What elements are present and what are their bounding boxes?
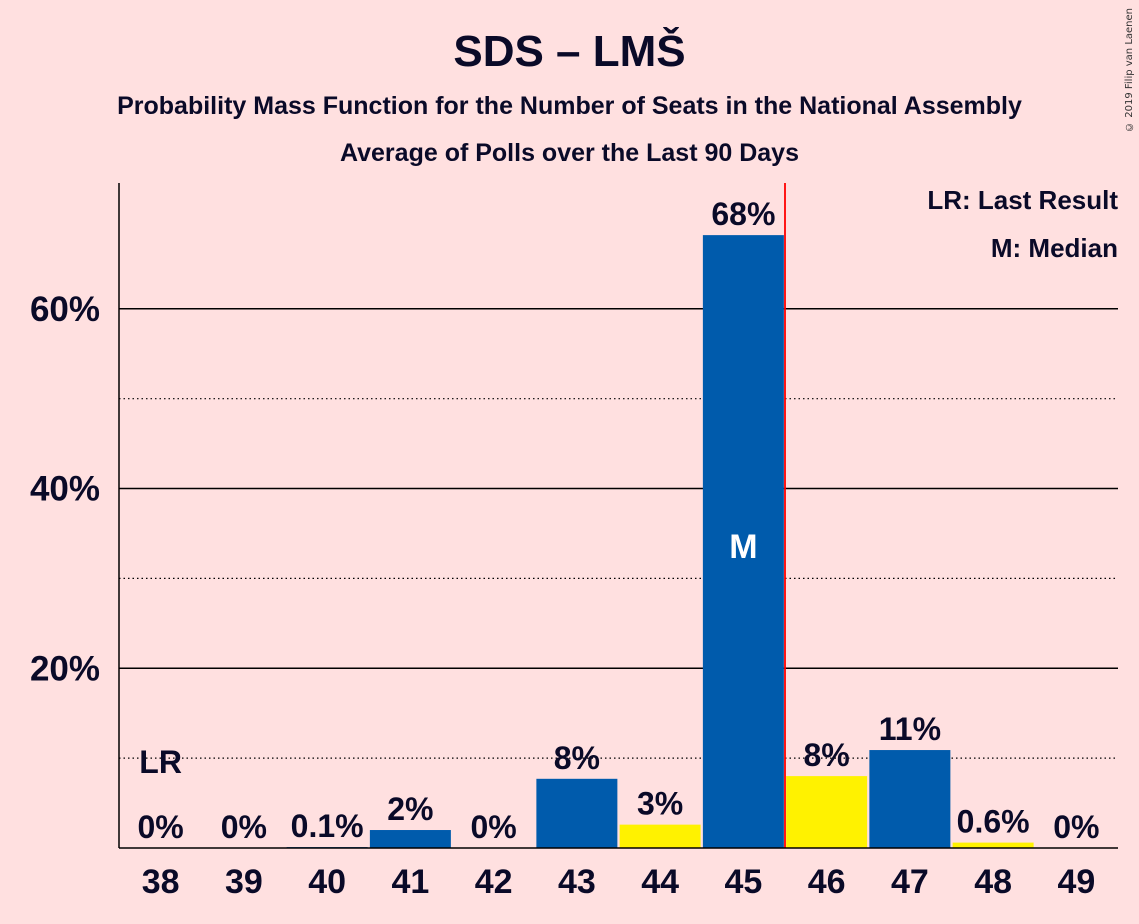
value-label-45: 68% [711,196,775,232]
x-tick-label: 49 [1057,863,1095,901]
x-tick-label: 40 [308,863,346,901]
bar-48 [952,842,1034,848]
last-result-marker: LR [139,744,182,780]
x-tick-label: 38 [142,863,180,901]
value-label-40: 0.1% [291,808,364,844]
bar-46 [786,776,868,848]
bar-43 [536,778,618,848]
value-label-46: 8% [804,737,850,773]
x-tick-label: 39 [225,863,263,901]
y-tick-label: 60% [30,290,100,329]
copyright-notice: © 2019 Filip van Laenen [1124,8,1135,132]
legend-last-result: LR: Last Result [927,185,1118,215]
value-label-43: 8% [554,740,600,776]
bars [286,235,1034,848]
y-tick-label: 40% [30,470,100,509]
y-tick-label: 20% [30,649,100,688]
value-label-42: 0% [471,809,517,845]
median-marker: M [729,528,757,566]
annotations: M LR [139,183,786,848]
value-label-49: 0% [1053,809,1099,845]
chart-subtitle-2: Average of Polls over the Last 90 Days [340,139,799,167]
value-label-44: 3% [637,786,683,822]
bar-41 [369,830,451,848]
x-tick-label: 45 [724,863,762,901]
value-label-39: 0% [221,809,267,845]
x-tick-labels: 38 39 40 41 42 43 44 45 46 47 48 49 [142,863,1096,901]
value-label-48: 0.6% [957,804,1030,840]
x-tick-label: 42 [475,863,513,901]
x-tick-label: 41 [391,863,429,901]
x-tick-label: 43 [558,863,596,901]
gridlines [119,308,1118,759]
value-label-47: 11% [879,711,941,747]
x-tick-label: 48 [974,863,1012,901]
x-tick-label: 44 [641,863,679,901]
bar-47 [869,750,951,848]
value-labels: 0% 0% 0.1% 2% 0% 8% 3% 68% 8% 11% 0.6% 0% [138,196,1100,845]
value-label-41: 2% [387,791,433,827]
chart-title: SDS – LMŠ [453,25,685,76]
bar-45 [702,235,784,848]
y-tick-labels: 20% 40% 60% [30,290,100,688]
value-label-38: 0% [138,809,184,845]
x-tick-label: 46 [808,863,846,901]
chart-subtitle: Probability Mass Function for the Number… [117,92,1022,120]
bar-44 [619,824,701,848]
legend-median: M: Median [991,233,1118,263]
x-tick-label: 47 [891,863,929,901]
